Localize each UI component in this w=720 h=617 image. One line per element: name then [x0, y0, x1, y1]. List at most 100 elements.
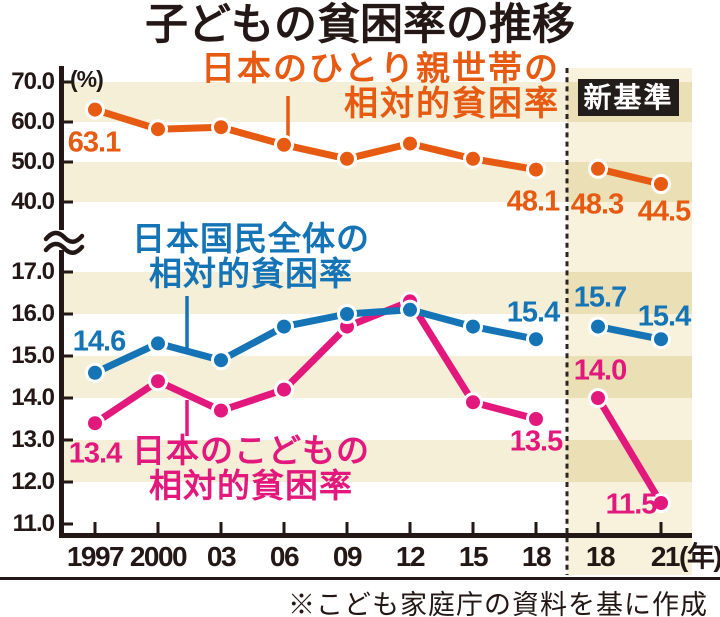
y-tick-label-14: 14.0: [11, 384, 55, 411]
x-tick-label-new-0: 18: [585, 541, 616, 572]
single-point-6: [463, 148, 483, 169]
y-tick-15: [64, 354, 73, 358]
child-line-new: [594, 394, 665, 507]
y-tick-40: [64, 200, 73, 204]
y-tick-label-40: 40.0: [11, 188, 55, 215]
single-point-5: [400, 133, 420, 154]
y-tick-70: [64, 80, 73, 84]
series-label-single-parent-line1: 日本のひとり親世帯の: [201, 50, 560, 88]
series-label-overall-line2: 相対的貧困率: [149, 255, 353, 292]
new-standard-stripe-1: [567, 162, 692, 202]
overall-point-3: [274, 316, 294, 337]
series-label-single-parent: 日本のひとり親世帯の 相対的貧困率: [201, 52, 560, 122]
x-tick-new-1: [659, 522, 663, 533]
y-axis-unit-label: (%): [70, 66, 104, 92]
child-point-2: [211, 400, 231, 421]
child-point-6: [463, 392, 483, 413]
y-tick-label-11: 11.0: [12, 510, 55, 537]
y-tick-14: [64, 396, 73, 400]
single-point-8: [588, 158, 608, 179]
overall-point-0: [85, 362, 105, 383]
single-point-4: [337, 148, 357, 169]
x-tick-old-1997-0: [93, 522, 97, 533]
child-point-7: [526, 409, 546, 429]
single-point-0: [85, 99, 105, 120]
overall-point-1: [148, 333, 168, 354]
overall-point-9: [651, 329, 671, 350]
x-tick-label-old-3: 06: [269, 541, 300, 572]
y-tick-13: [64, 438, 73, 442]
x-tick-old-06-3: [282, 522, 286, 533]
overall-value-label-n0: 15.7: [573, 281, 627, 314]
overall-value-label-o0: 14.6: [72, 325, 126, 358]
x-tick-label-old-7: 18: [521, 541, 552, 572]
x-tick-label-new-1: 21(年): [650, 541, 720, 572]
y-tick-label-15: 15.0: [11, 342, 55, 369]
child-value-label-o7: 13.5: [509, 425, 563, 458]
child-value-label-n0: 14.0: [573, 354, 627, 387]
series-label-overall: 日本国民全体の 相対的貧困率: [128, 221, 374, 291]
x-axis-line: [59, 533, 692, 538]
y-axis-line: [59, 66, 64, 538]
single-point-2: [211, 117, 231, 138]
y-tick-16: [64, 312, 73, 316]
x-tick-label-old-5: 12: [395, 541, 426, 572]
y-tick-label-50: 50.0: [11, 148, 55, 175]
child-value-label-n1: 11.5: [605, 488, 658, 521]
x-tick-label-old-1: 2000: [129, 541, 188, 572]
overall-point-5: [400, 299, 420, 320]
overall-point-4: [337, 304, 357, 324]
overall-point-7: [526, 329, 546, 350]
overall-value-label-n1: 15.4: [637, 300, 691, 333]
single-point-9: [651, 174, 671, 194]
single-value-label-n1: 44.5: [637, 195, 691, 228]
overall-point-6: [463, 316, 483, 337]
overall-line-new: [594, 323, 665, 343]
x-tick-old-12-5: [408, 522, 412, 533]
x-tick-old-2000-1: [156, 522, 160, 533]
single-point-3: [274, 134, 294, 155]
band-stripe-1: [64, 162, 567, 202]
x-tick-label-old-4: 09: [332, 541, 363, 572]
x-tick-old-03-2: [219, 522, 223, 533]
y-tick-label-60: 60.0: [11, 108, 55, 135]
overall-value-label-o7: 15.4: [506, 296, 560, 329]
child-point-9: [651, 493, 671, 513]
y-tick-label-12: 12.0: [11, 468, 55, 495]
single-point-7: [526, 159, 546, 180]
series-label-child: 日本のこどもの 相対的貧困率: [128, 433, 374, 503]
band-stripe-4: [64, 440, 567, 482]
axis-break-wave-top: [43, 230, 85, 244]
child-point-3: [274, 379, 294, 400]
single-value-label-o0: 63.1: [67, 126, 121, 159]
axis-break-wave-bottom: [43, 241, 85, 255]
overall-point-8: [588, 316, 608, 337]
new-standard-stripe-2: [567, 272, 692, 314]
y-tick-11: [64, 522, 73, 526]
child-point-1: [148, 371, 168, 392]
new-standard-region: [567, 68, 692, 575]
series-label-child-line2: 相対的貧困率: [149, 467, 353, 504]
axis-break-gap: [56, 230, 67, 250]
y-tick-label-13: 13.0: [11, 426, 55, 453]
band-stripe-0: [64, 82, 567, 122]
series-label-single-parent-line2: 相対的貧困率: [344, 85, 560, 123]
overall-line-old: [91, 306, 540, 377]
single-line-new: [594, 165, 665, 188]
x-tick-label-old-0: 1997: [66, 541, 125, 572]
single-line-old: [91, 106, 540, 174]
x-tick-old-18-7: [534, 522, 538, 533]
series-label-child-line1: 日本のこどもの: [132, 432, 370, 469]
y-tick-60: [64, 120, 73, 124]
single-value-label-n0: 48.3: [570, 188, 624, 221]
x-tick-old-09-4: [345, 522, 349, 533]
y-tick-label-17: 17.0: [11, 258, 55, 285]
x-tick-label-old-6: 15: [458, 541, 489, 572]
child-value-label-o0: 13.4: [68, 437, 122, 470]
single-point-1: [148, 119, 168, 140]
overall-point-2: [211, 350, 231, 371]
x-tick-new-0: [596, 522, 600, 533]
